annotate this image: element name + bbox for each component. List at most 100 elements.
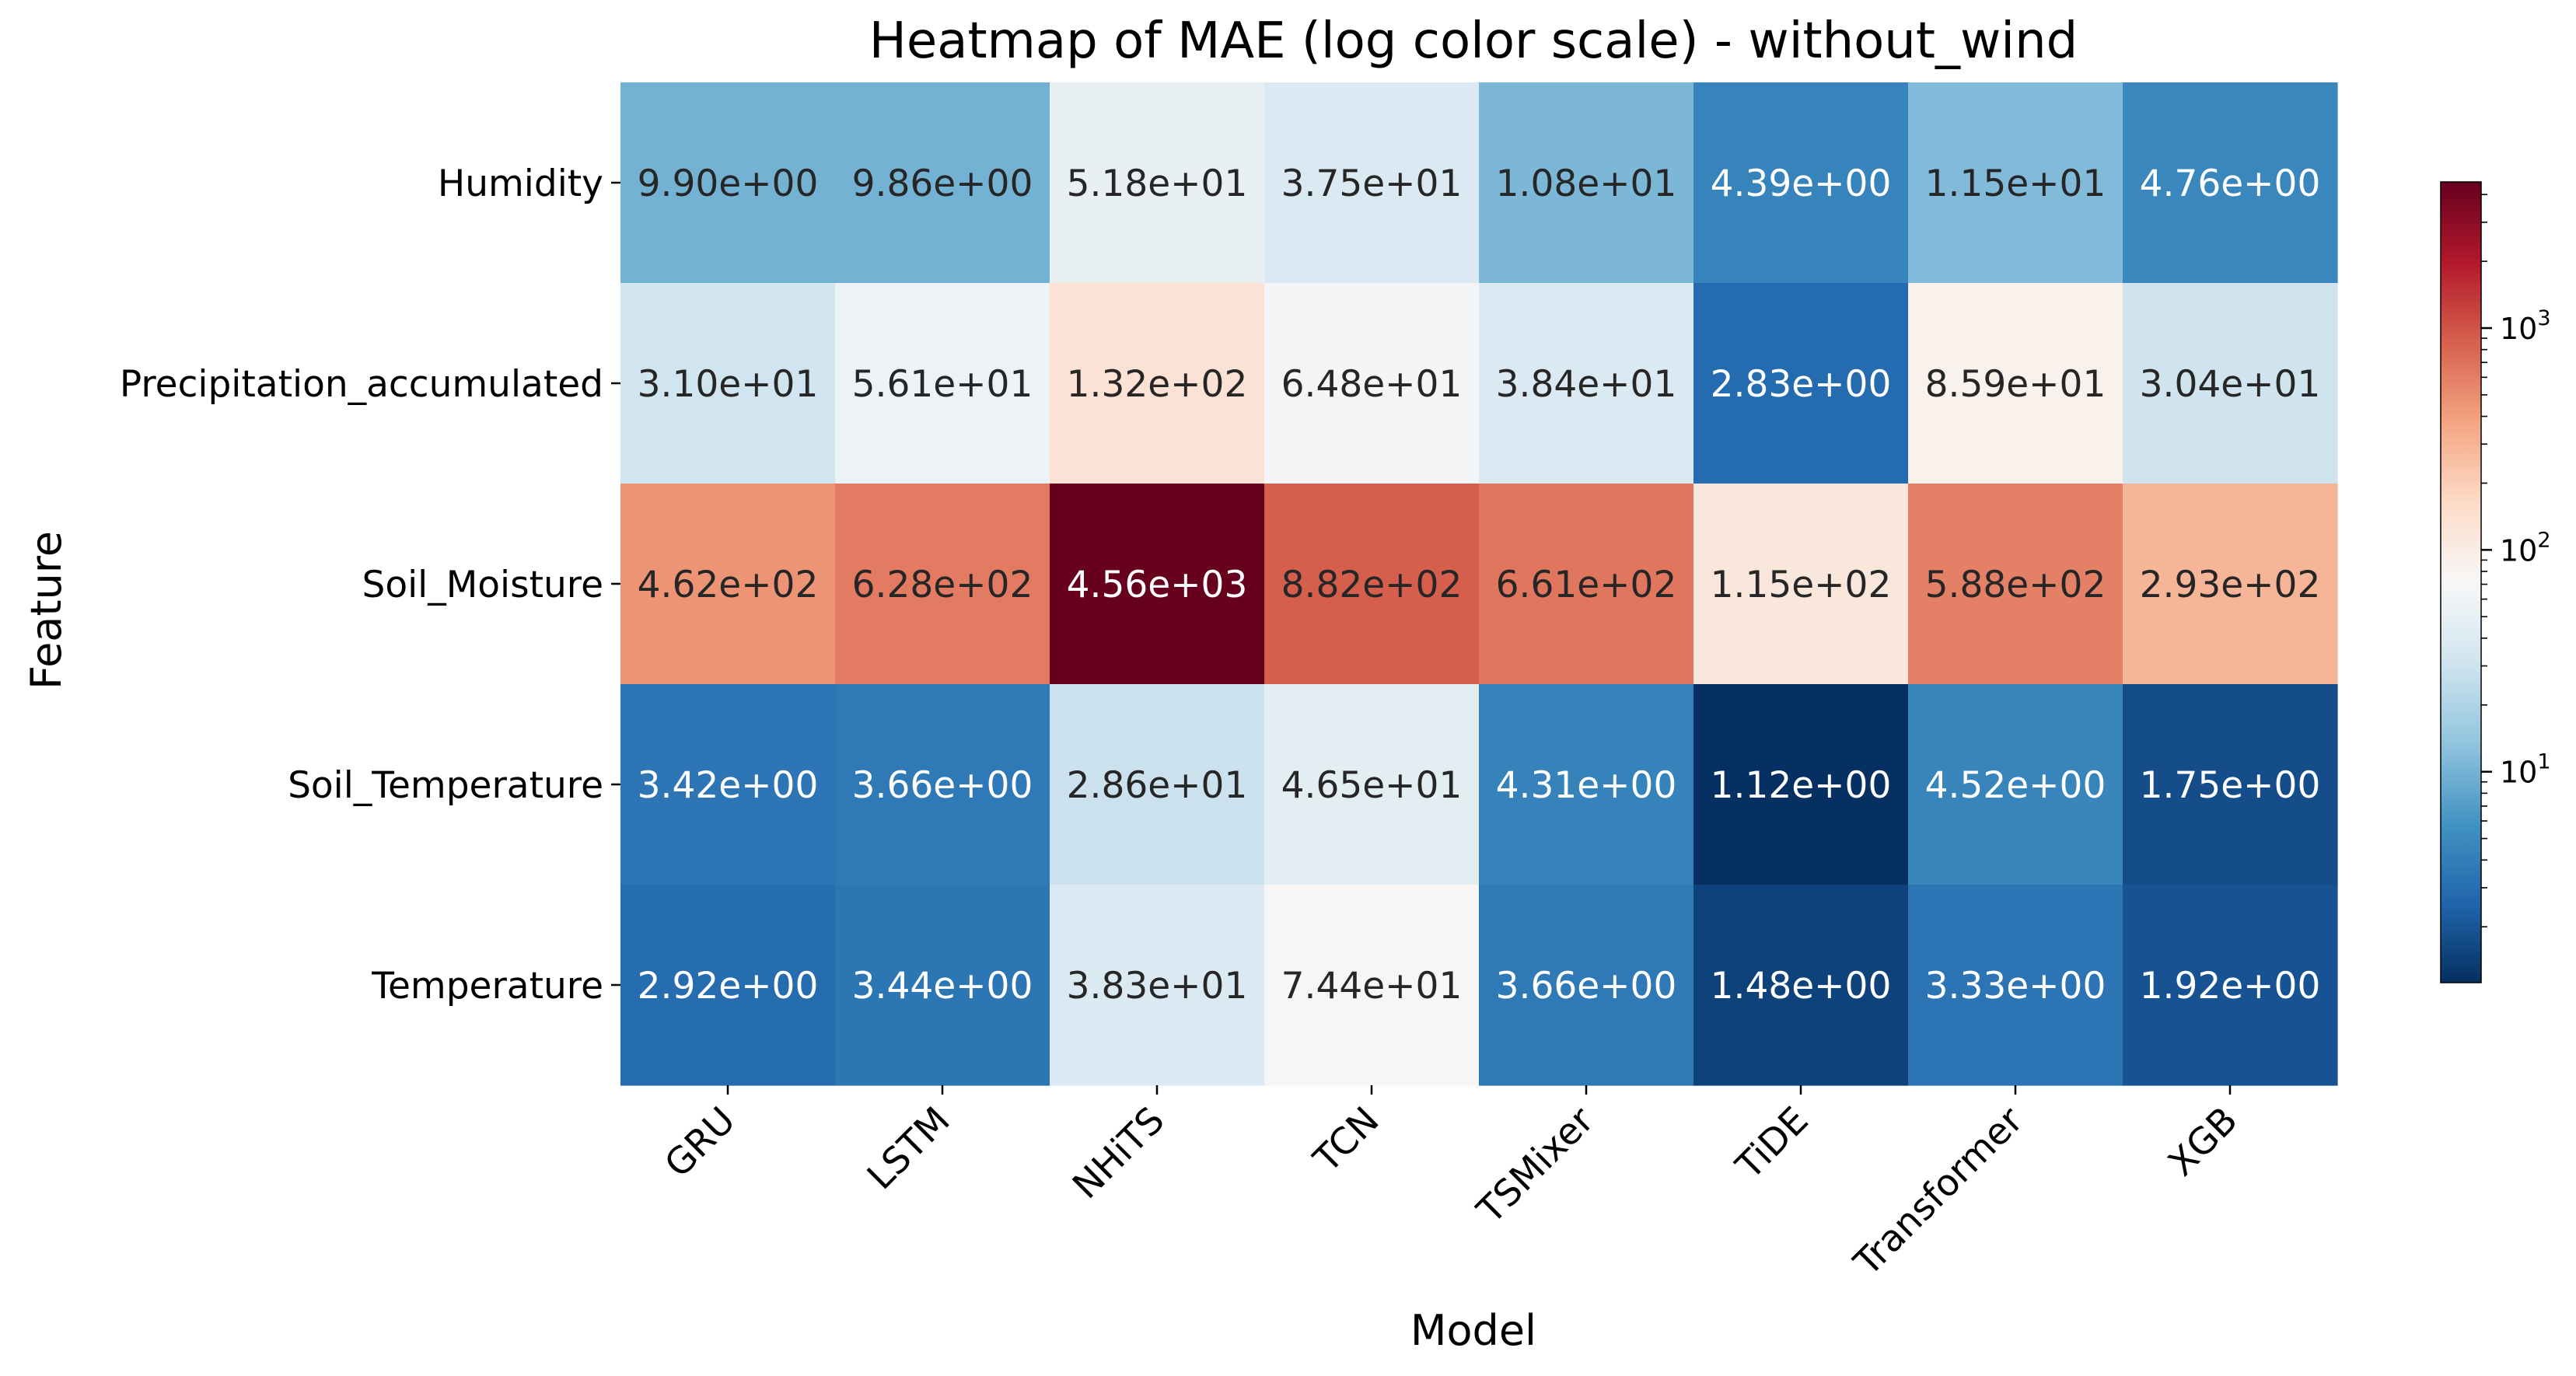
colorbar-gradient xyxy=(2441,182,2481,983)
heatmap-cell xyxy=(1264,885,1480,1086)
heatmap-cell xyxy=(835,82,1050,284)
x-tick-label: TSMixer xyxy=(1469,1098,1603,1232)
heatmap-cell xyxy=(2123,484,2338,685)
heatmap-cell xyxy=(620,82,836,284)
cell-value-label: 9.86e+00 xyxy=(852,162,1033,205)
x-tick-label: TiDE xyxy=(1728,1099,1817,1189)
cell-value-label: 1.75e+00 xyxy=(2140,764,2321,807)
cell-value-label: 9.90e+00 xyxy=(638,162,819,205)
heatmap-cell xyxy=(1908,684,2123,885)
cell-value-label: 1.08e+01 xyxy=(1496,162,1677,205)
x-tick-label: XGB xyxy=(2160,1099,2246,1185)
cell-value-label: 4.65e+01 xyxy=(1281,764,1463,807)
heatmap-cell xyxy=(620,484,836,685)
cell-value-label: 1.32e+02 xyxy=(1067,363,1248,406)
x-tick-label: TCN xyxy=(1305,1099,1387,1182)
heatmap-cell xyxy=(1479,82,1694,284)
heatmap-cell xyxy=(1693,684,1909,885)
cell-value-label: 3.10e+01 xyxy=(638,363,819,406)
cell-value-label: 1.92e+00 xyxy=(2140,965,2321,1008)
cell-value-label: 3.83e+01 xyxy=(1067,965,1248,1008)
heatmap-cell xyxy=(1050,484,1265,685)
cell-value-label: 4.76e+00 xyxy=(2140,162,2321,205)
cell-value-label: 4.52e+00 xyxy=(1925,764,2106,807)
cell-value-label: 3.33e+00 xyxy=(1925,965,2106,1008)
cell-value-label: 6.28e+02 xyxy=(852,564,1033,606)
colorbar-tick-label: 101 xyxy=(2500,750,2551,790)
heatmap-cell xyxy=(1693,484,1909,685)
cell-value-label: 1.12e+00 xyxy=(1711,764,1892,807)
x-tick-label: LSTM xyxy=(859,1099,958,1198)
x-axis-label: Model xyxy=(1410,1306,1536,1355)
cell-value-label: 4.56e+03 xyxy=(1067,564,1248,606)
cell-value-label: 3.04e+01 xyxy=(2140,363,2321,406)
cell-value-label: 5.88e+02 xyxy=(1925,564,2106,606)
cell-value-label: 6.48e+01 xyxy=(1281,363,1463,406)
heatmap-cell xyxy=(835,885,1050,1086)
x-axis: GRU LSTM NHiTS TCN TSMixer TiDE Transformer XGB xyxy=(656,1085,2246,1285)
colorbar-tick-label: 102 xyxy=(2500,528,2551,568)
heatmap-cell xyxy=(835,283,1050,484)
heatmap-cell xyxy=(1264,484,1480,685)
colorbar-tick-label: 103 xyxy=(2500,306,2551,346)
y-tick-label: Soil_Temperature xyxy=(288,764,603,807)
cell-value-label: 8.59e+01 xyxy=(1925,363,2106,406)
cell-value-label: 8.82e+02 xyxy=(1281,564,1463,606)
cell-value-label: 1.15e+02 xyxy=(1711,564,1892,606)
cell-value-label: 2.92e+00 xyxy=(638,965,819,1008)
y-axis: Humidity Precipitation_accumulated Soil_Mo… xyxy=(120,162,620,1008)
heatmap-cell xyxy=(1479,283,1694,484)
cell-value-label: 3.42e+00 xyxy=(638,764,819,807)
heatmap-cell xyxy=(1050,885,1265,1086)
cell-value-label: 3.66e+00 xyxy=(1496,965,1677,1008)
cell-value-label: 2.93e+02 xyxy=(2140,564,2321,606)
heatmap-cell xyxy=(1693,283,1909,484)
cell-value-label: 1.15e+01 xyxy=(1925,162,2106,205)
cell-value-label: 6.61e+02 xyxy=(1496,564,1677,606)
heatmap-cell-labels: 9.90e+00 9.86e+00 5.18e+01 3.75e+01 1.08e+01… xyxy=(638,162,2321,1008)
colorbar-frame xyxy=(2440,181,2482,983)
y-tick-label: Precipitation_accumulated xyxy=(120,363,603,406)
heatmap-cell xyxy=(2123,885,2338,1086)
heatmap-cell xyxy=(1693,885,1909,1086)
heatmap-cell xyxy=(620,684,836,885)
heatmap-cell xyxy=(1050,82,1265,284)
heatmap-cell xyxy=(1908,82,2123,284)
heatmap-cells xyxy=(620,82,2338,1086)
cell-value-label: 1.48e+00 xyxy=(1711,965,1892,1008)
x-tick-label: Transformer xyxy=(1845,1098,2031,1284)
heatmap-cell xyxy=(835,484,1050,685)
heatmap-cell xyxy=(1264,283,1480,484)
cell-value-label: 3.75e+01 xyxy=(1281,162,1463,205)
heatmap-cell xyxy=(2123,82,2338,284)
heatmap-cell xyxy=(1693,82,1909,284)
heatmap-cell xyxy=(1264,684,1480,885)
colorbar: 101 102 103 xyxy=(2440,181,2551,983)
cell-value-label: 4.31e+00 xyxy=(1496,764,1677,807)
chart-title: Heatmap of MAE (log color scale) - witho… xyxy=(869,12,2078,70)
heatmap-cell xyxy=(2123,684,2338,885)
y-tick-label: Soil_Moisture xyxy=(362,564,603,606)
heatmap-cell xyxy=(620,283,836,484)
cell-value-label: 3.84e+01 xyxy=(1496,363,1677,406)
heatmap-cell xyxy=(1908,283,2123,484)
heatmap-cell xyxy=(835,684,1050,885)
heatmap-cell xyxy=(1908,885,2123,1086)
heatmap-cell xyxy=(620,885,836,1086)
cell-value-label: 4.39e+00 xyxy=(1711,162,1892,205)
cell-value-label: 7.44e+01 xyxy=(1281,965,1463,1008)
cell-value-label: 3.66e+00 xyxy=(852,764,1033,807)
heatmap-cell xyxy=(2123,283,2338,484)
cell-value-label: 5.61e+01 xyxy=(852,363,1033,406)
cell-value-label: 2.83e+00 xyxy=(1711,363,1892,406)
heatmap-cell xyxy=(1050,684,1265,885)
heatmap-cell xyxy=(1479,885,1694,1086)
y-tick-label: Humidity xyxy=(438,162,603,205)
heatmap-cell xyxy=(1908,484,2123,685)
heatmap-cell xyxy=(1264,82,1480,284)
cell-value-label: 5.18e+01 xyxy=(1067,162,1248,205)
x-tick-label: GRU xyxy=(656,1099,743,1186)
heatmap-cell xyxy=(1479,484,1694,685)
cell-value-label: 4.62e+02 xyxy=(638,564,819,606)
